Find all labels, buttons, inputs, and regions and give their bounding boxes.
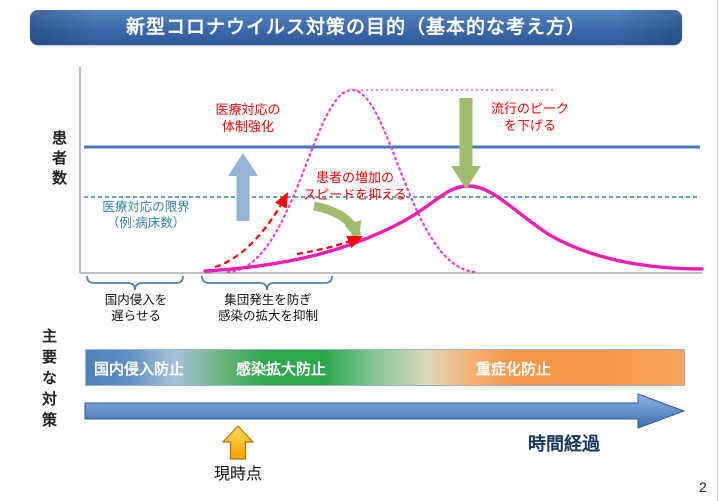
title-bar: 新型コロナウイルス対策の目的（基本的な考え方） [30, 10, 682, 45]
page-title: 新型コロナウイルス対策の目的（基本的な考え方） [125, 17, 586, 38]
measures-phase-bar: 国内侵入防止 感染拡大防止 重症化防止 [85, 349, 685, 386]
delay-entry-brace [86, 275, 184, 291]
prevent-cluster-brace [201, 275, 333, 291]
measures-axis-label: 主要な対策 [40, 328, 57, 433]
current-time-arrow [221, 425, 255, 460]
current-time-label: 現時点 [213, 466, 262, 483]
phase-prevent-severe: 重症化防止 [476, 361, 552, 378]
phase-prevent-entry: 国内侵入防止 [94, 361, 185, 378]
capacity-limit-label: 医療対応の限界 （例:病床数） [102, 200, 190, 231]
rapid-growth-arrow [214, 192, 289, 269]
slowed-growth-arrow [296, 235, 364, 256]
page-number: 2 [699, 479, 707, 495]
lower-peak-arrow [451, 98, 481, 189]
epidemic-curve-with-measures [203, 184, 704, 273]
y-axis-label: 患者数 [50, 130, 67, 190]
delay-entry-label: 国内侵入を 遅らせる [104, 293, 168, 324]
slide-edge-line [717, 0, 718, 501]
lower-peak-label: 流行のピーク を下げる [490, 101, 569, 133]
timeline-arrow [84, 393, 686, 429]
phase-prevent-spread: 感染拡大防止 [236, 361, 327, 378]
prevent-cluster-label: 集団発生を防ぎ 感染の拡大を抑制 [217, 293, 318, 324]
capacity-strengthen-label: 医療対応の 体制強化 [215, 102, 281, 134]
strengthen-capacity-arrow [228, 153, 258, 221]
slow-speed-label: 患者の増加の スピードを抑える [303, 170, 407, 202]
slow-speed-arrow [313, 201, 362, 241]
timeline-label: 時間経過 [528, 434, 600, 454]
